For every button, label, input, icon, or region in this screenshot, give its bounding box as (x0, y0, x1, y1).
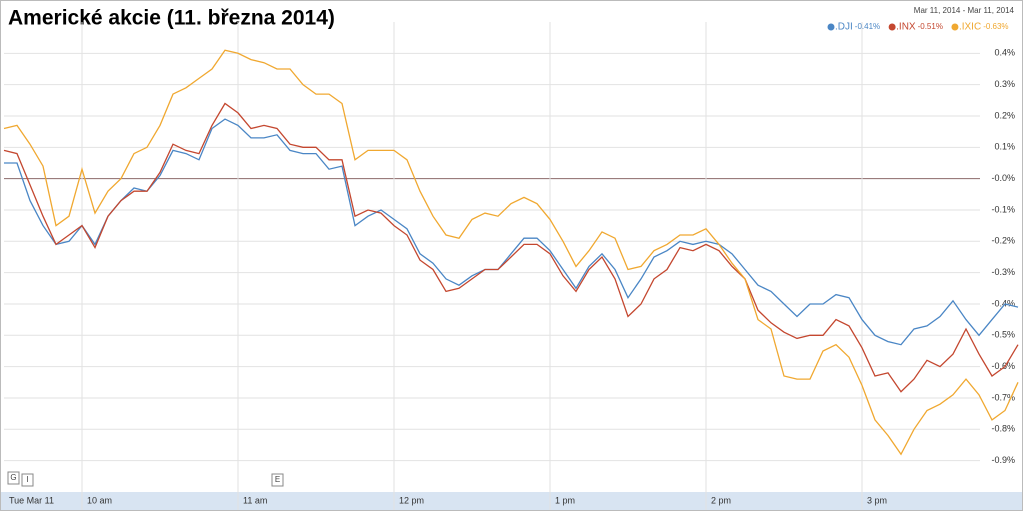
x-tick-label: 1 pm (555, 495, 575, 505)
flag: I (26, 475, 28, 484)
y-tick-label: -0.1% (991, 204, 1015, 214)
y-tick-label: -0.7% (991, 392, 1015, 402)
legend-change: -0.51% (918, 22, 943, 31)
y-tick-label: 0.2% (994, 110, 1015, 120)
x-tick-label: 2 pm (711, 495, 731, 505)
y-tick-label: -0.9% (991, 455, 1015, 465)
x-tick-label: 3 pm (867, 495, 887, 505)
legend-marker (827, 23, 835, 31)
series-line (3, 49, 1019, 456)
legend-label: .DJI (835, 22, 853, 33)
y-tick-label: -0.8% (991, 424, 1015, 434)
date-range: Mar 11, 2014 - Mar 11, 2014 (914, 6, 1015, 15)
legend: .DJI -0.41% .INX -0.51% .IXIC -0.63% (827, 22, 1009, 33)
y-tick-label: -0.3% (991, 267, 1015, 277)
flag: E (275, 475, 280, 484)
x-tick-label: 11 am (243, 495, 267, 505)
flags: G I E (7, 471, 284, 487)
flag-box (21, 473, 34, 487)
y-tick-label: 0.4% (994, 48, 1015, 58)
legend-label: .IXIC (959, 22, 981, 33)
legend-marker (888, 23, 896, 31)
x-axis-band (1, 492, 1022, 510)
series-line (4, 118, 1019, 346)
y-tick-label: 0.3% (994, 79, 1015, 89)
y-tick-label: 0.1% (994, 142, 1015, 152)
x-tick-label: 10 am (87, 495, 112, 505)
y-tick-label: -0.2% (991, 236, 1015, 246)
y-tick-label: -0.4% (991, 298, 1015, 308)
legend-change: -0.63% (983, 22, 1008, 31)
flag-box (271, 473, 284, 487)
y-tick-label: -0.6% (991, 361, 1015, 371)
legend-marker (951, 23, 959, 31)
y-tick-label: -0.0% (991, 173, 1015, 183)
series-line (3, 102, 1019, 393)
legend-change: -0.41% (855, 22, 880, 31)
y-tick-label: -0.5% (991, 330, 1015, 340)
x-tick-label: Tue Mar 11 (9, 495, 54, 505)
flag-box (7, 471, 20, 485)
flag: G (10, 473, 16, 482)
legend-label: .INX (896, 22, 916, 33)
chart-title: Americké akcie (11. března 2014) (8, 7, 335, 30)
x-tick-label: 12 pm (399, 495, 424, 505)
